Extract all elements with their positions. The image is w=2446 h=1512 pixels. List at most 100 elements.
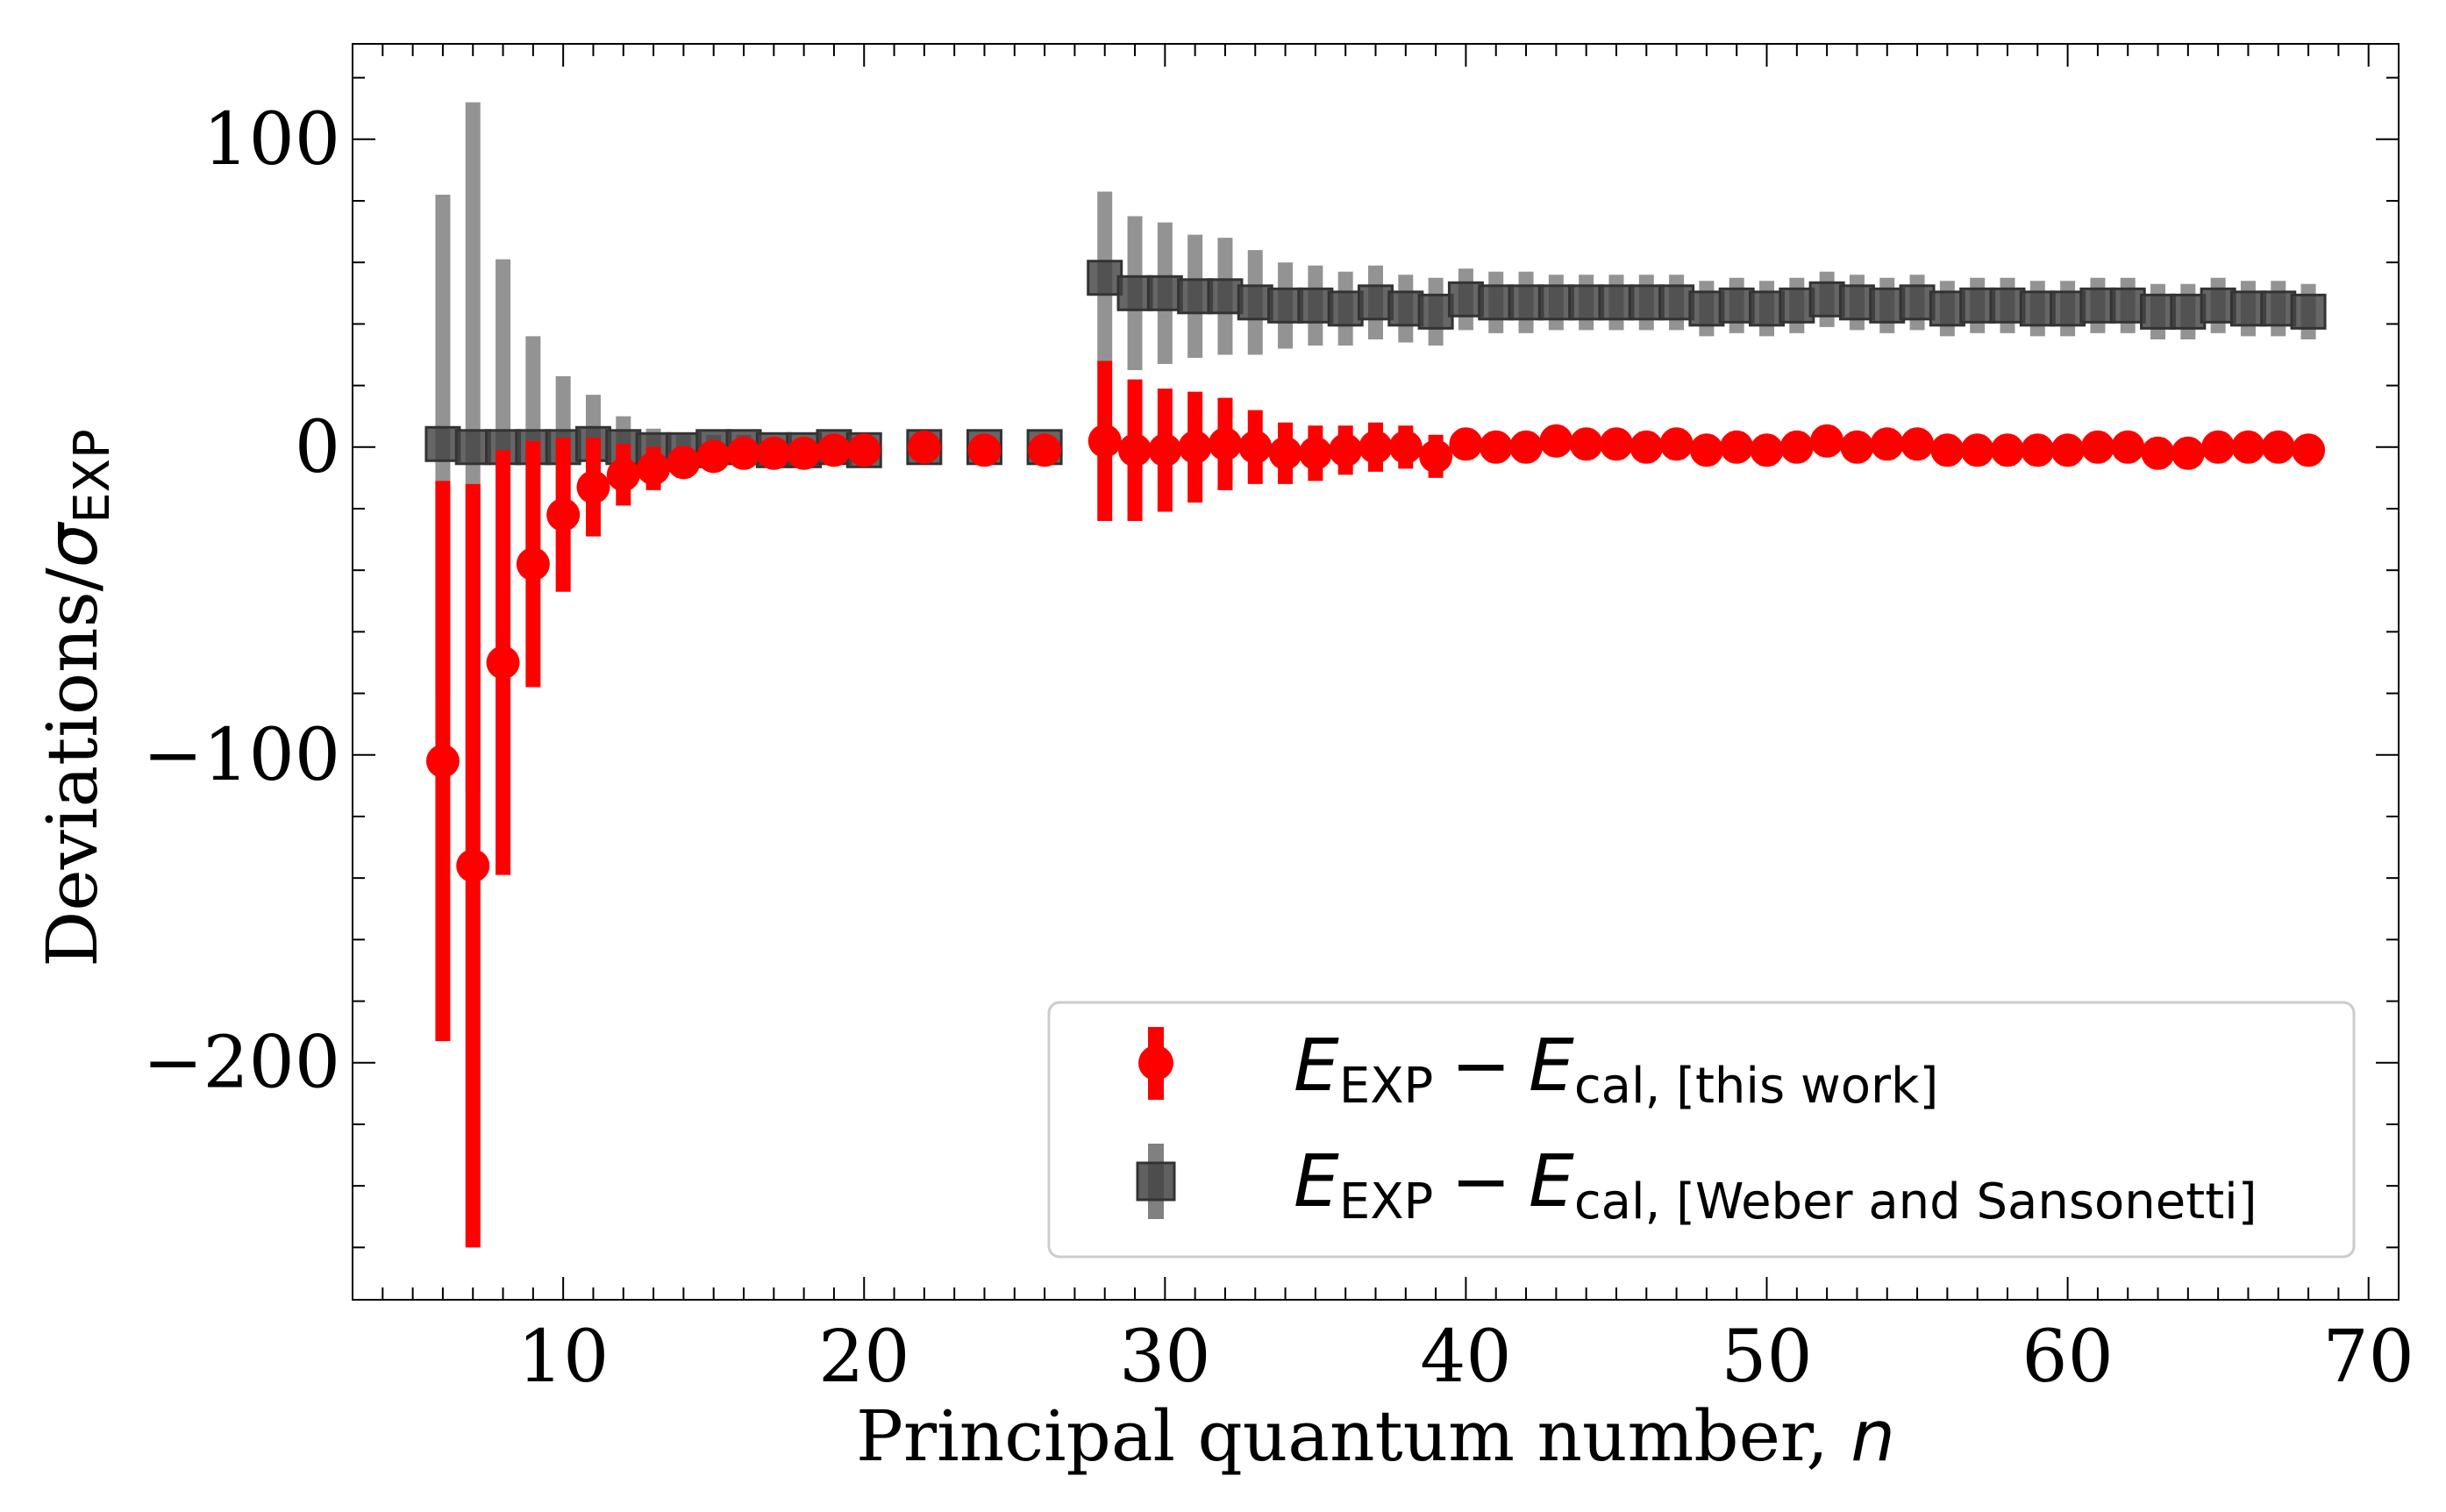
gray-point [1598,284,1635,321]
gray-point [1387,290,1424,327]
legend-gray-sub2: cal, [Weber and Sansonetti] [1574,1173,2257,1230]
legend-red-sub2: cal, [this work] [1574,1058,1938,1115]
red-point [1689,433,1723,467]
x-tick-label: 70 [2323,1316,2414,1399]
legend-gray-e2: E [1529,1140,1574,1223]
red-point [1960,433,1994,467]
gray-point [1146,275,1183,311]
x-axis-label-text: Principal quantum number, [856,1395,1851,1477]
gray-point [1838,284,1875,321]
y-axis-label-text: Deviations/ [32,567,113,966]
x-axis-label: Principal quantum number, n [856,1395,1895,1477]
gray-point [1177,278,1214,315]
red-point [1870,427,1904,461]
legend: EEXP − Ecal, [this work] EEXP − Ecal, [Weber… [1047,1001,2356,1259]
y-tick-label: 0 [295,406,340,489]
x-tick-label: 20 [818,1316,909,1399]
red-point [787,436,821,470]
gray-point [2290,293,2327,330]
red-point [1900,427,1935,461]
gray-point [2050,290,2086,327]
gray-point [2079,287,2116,324]
red-point [606,458,640,492]
tick-labels: 10 20 30 40 50 60 70 100 0 −100 −200 [143,98,2414,1399]
red-point [907,430,941,464]
legend-gray-marker [1136,1161,1176,1202]
red-point [1930,433,1965,467]
red-point [1449,427,1483,461]
red-point [1750,433,1784,467]
legend-red-sub1: EXP [1339,1058,1434,1115]
gray-point [454,429,491,466]
legend-box [1047,1001,2356,1259]
gray-point [1478,284,1515,321]
red-point [546,498,581,531]
gray-point [2140,293,2177,330]
gray-point [1989,287,2026,324]
legend-entry-gray: EEXP − Ecal, [Weber and Sansonetti] [1136,1140,2257,1230]
red-point [757,436,791,470]
red-point [696,439,731,474]
red-point [1358,430,1393,464]
gray-point [1358,284,1394,321]
red-point [1178,430,1212,464]
gray-point [1267,287,1304,324]
red-point [967,433,1002,467]
red-point [425,744,460,778]
red-point [667,446,701,480]
red-point [1419,439,1453,474]
gray-point [1087,260,1123,296]
gray-point [424,425,461,462]
y-tick-label: −200 [143,1022,340,1105]
red-point [2021,433,2055,467]
legend-gray-sub1: EXP [1339,1173,1434,1230]
red-point [1329,433,1363,467]
red-point [576,470,610,504]
x-tick-label: 60 [2022,1316,2113,1399]
gray-point [1779,287,1815,324]
red-point [1479,430,1513,464]
gray-point [1237,284,1273,321]
gray-point [2260,290,2297,327]
red-point [1659,427,1694,461]
legend-red-minus: − [1451,1024,1511,1108]
x-tick-label: 10 [517,1316,609,1399]
y-axis-label: Deviations/σEXP [32,429,121,967]
gray-point [2019,290,2056,327]
red-point [1779,430,1814,464]
red-point [847,433,881,467]
axis-ticks [353,44,2400,1300]
red-point [1720,430,1754,464]
red-point [2261,430,2295,464]
red-point [1840,430,1874,464]
red-point [2080,430,2114,464]
red-point [1569,427,1603,461]
gray-point [1899,284,1936,321]
gray-point [1297,287,1334,324]
gray-point [2170,293,2207,330]
gray-point [1327,290,1364,327]
x-tick-label: 40 [1420,1316,1511,1399]
gray-point [1508,284,1544,321]
red-point [1208,427,1242,461]
gray-point [1929,290,1965,327]
red-series-group [425,360,2326,1248]
red-point [2292,433,2326,467]
red-point [456,849,490,883]
y-axis-label-sigma: σ [32,521,113,567]
red-point [486,645,520,680]
red-point [1238,430,1273,464]
legend-red-marker [1138,1045,1173,1081]
red-point [2201,430,2236,464]
gray-point [1116,275,1153,311]
legend-red-label: EEXP − Ecal, [this work] [1294,1024,1938,1115]
red-point [2141,436,2175,470]
red-point [2050,433,2085,467]
red-point [2111,430,2145,464]
gray-point [1749,290,1786,327]
legend-gray-minus: − [1451,1140,1511,1223]
red-point [1298,436,1332,470]
gray-point [1808,281,1845,317]
gray-point [1537,284,1574,321]
